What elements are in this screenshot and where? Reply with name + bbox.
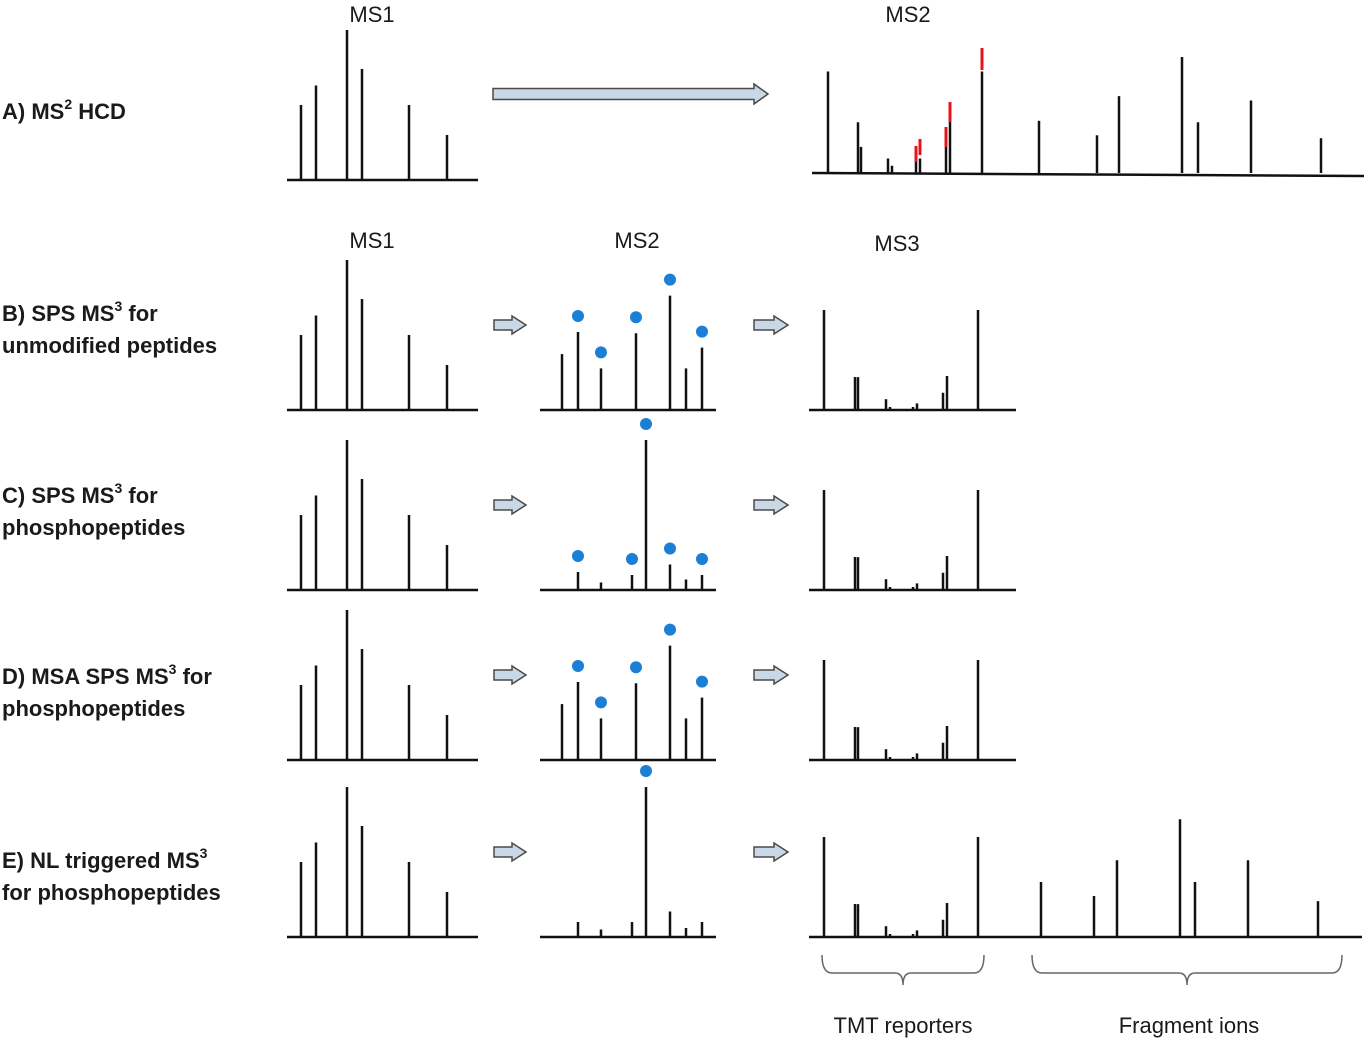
row-label-a: A) MS2 HCD	[2, 96, 126, 128]
brace-label-fragment: Fragment ions	[1118, 1013, 1260, 1038]
row-label-c-sup: 3	[114, 479, 123, 496]
brace-fragment-ions	[1031, 954, 1343, 986]
row-label-c: C) SPS MS3 for phosphopeptides	[2, 480, 185, 544]
title-b-ms3: MS3	[874, 231, 920, 256]
row-c-ms2-selection-dot	[664, 542, 676, 555]
row-d-arrow-to-ms2	[493, 664, 528, 686]
row-c-ms2-selection-dot	[640, 418, 652, 430]
row-label-e-sup: 3	[199, 844, 208, 861]
row-d-ms2-selection-dot	[595, 696, 607, 709]
row-e-arrow-to-ms2	[493, 841, 528, 863]
row-c-ms2-selection-dot	[626, 553, 638, 565]
row-a-ms2-baseline	[811, 171, 1365, 178]
row-e-arrow-to-ms3	[753, 841, 790, 863]
row-label-e-prefix: E) NL triggered MS	[2, 848, 200, 873]
row-label-c-line2: phosphopeptides	[2, 515, 186, 540]
row-label-d: D) MSA SPS MS3 for phosphopeptides	[2, 661, 212, 725]
row-b-ms2-selection-dot	[696, 325, 708, 338]
row-label-c-prefix: C) SPS MS	[2, 483, 115, 508]
row-b-arrow-to-ms3	[753, 314, 790, 336]
row-b-ms2-selection-dot	[630, 311, 642, 324]
brace-tmt-reporters	[821, 954, 985, 986]
row-b-ms2-selection-dot	[595, 346, 607, 359]
row-label-d-prefix: D) MSA SPS MS	[2, 664, 169, 689]
row-c-ms2-selection-dot	[696, 553, 708, 565]
row-c-arrow-to-ms2	[493, 494, 528, 516]
row-label-b-sup: 3	[114, 297, 123, 314]
row-d-ms2-selection-dot	[696, 675, 708, 688]
row-label-d-suffix: for	[176, 664, 212, 689]
row-d-ms2-selection-dot	[664, 623, 676, 636]
title-b-ms2: MS2	[614, 228, 660, 253]
row-d-arrow-to-ms3	[753, 664, 790, 686]
row-e-ms2-selection-dot	[640, 765, 652, 777]
row-b-ms2-selection-dot	[664, 273, 676, 286]
row-c-arrow-to-ms3	[753, 494, 790, 516]
row-label-a-suffix: HCD	[72, 99, 126, 124]
row-label-e-line2: for phosphopeptides	[2, 880, 221, 905]
row-label-b-prefix: B) SPS MS	[2, 301, 115, 326]
row-b-ms2-selection-dot	[572, 310, 584, 322]
row-b-arrow-to-ms2	[493, 314, 528, 336]
row-label-e: E) NL triggered MS3 for phosphopeptides	[2, 845, 221, 909]
row-label-b-suffix: for	[122, 301, 158, 326]
row-label-b: B) SPS MS3 for unmodified peptides	[2, 298, 217, 362]
row-label-d-sup: 3	[168, 660, 177, 677]
row-c-ms2-selection-dot	[572, 550, 584, 562]
row-label-b-line2: unmodified peptides	[2, 333, 218, 358]
row-d-ms2-selection-dot	[572, 660, 584, 672]
row-label-d-line2: phosphopeptides	[2, 696, 186, 721]
row-label-a-prefix: A) MS	[2, 99, 65, 124]
title-a-ms1: MS1	[349, 2, 395, 27]
row-label-c-suffix: for	[122, 483, 158, 508]
row-d-ms2-selection-dot	[630, 661, 642, 674]
row-label-a-sup: 2	[64, 95, 73, 112]
brace-label-tmt: TMT reporters	[833, 1013, 973, 1038]
title-a-ms2: MS2	[885, 2, 931, 27]
title-b-ms1: MS1	[349, 228, 395, 253]
row-a-arrow	[492, 82, 770, 106]
